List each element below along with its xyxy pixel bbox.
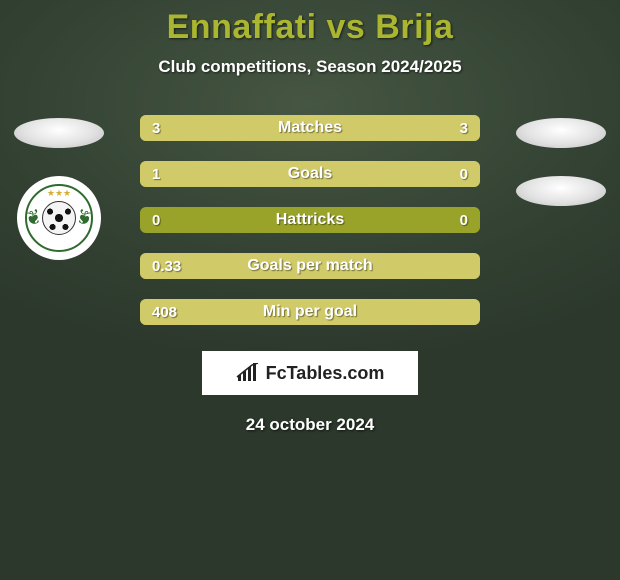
player-ellipse-left — [14, 118, 104, 148]
stat-row: 408 Min per goal — [140, 299, 480, 325]
brand-text: FcTables.com — [266, 363, 385, 384]
stat-label: Matches — [140, 115, 480, 141]
infographic: Ennaffati vs Brija Club competitions, Se… — [0, 0, 620, 580]
stat-row: 3 Matches 3 — [140, 115, 480, 141]
stat-label: Min per goal — [140, 299, 480, 325]
player-ellipse-right-2 — [516, 176, 606, 206]
star-icon: ★★★ — [47, 188, 71, 199]
subtitle: Club competitions, Season 2024/2025 — [0, 57, 620, 77]
page-title: Ennaffati vs Brija — [0, 0, 620, 47]
barchart-icon — [236, 363, 260, 383]
stat-row: 1 Goals 0 — [140, 161, 480, 187]
club-badge-left: ★★★ ❦ ❦ — [17, 176, 101, 260]
stat-row: 0 Hattricks 0 — [140, 207, 480, 233]
stat-label: Goals — [140, 161, 480, 187]
stat-label: Goals per match — [140, 253, 480, 279]
player-ellipse-right-1 — [516, 118, 606, 148]
stat-label: Hattricks — [140, 207, 480, 233]
date-text: 24 october 2024 — [0, 415, 620, 435]
club-crest-icon: ★★★ ❦ ❦ — [25, 184, 93, 252]
laurel-right-icon: ❦ — [72, 203, 93, 232]
right-player-badges — [516, 118, 606, 206]
stat-value-right: 0 — [460, 161, 468, 187]
stat-row: 0.33 Goals per match — [140, 253, 480, 279]
stat-value-right: 0 — [460, 207, 468, 233]
laurel-left-icon: ❦ — [25, 203, 46, 232]
left-player-badges: ★★★ ❦ ❦ — [14, 118, 104, 260]
brand-box: FcTables.com — [202, 351, 418, 395]
stat-value-right: 3 — [460, 115, 468, 141]
football-icon — [42, 201, 76, 235]
